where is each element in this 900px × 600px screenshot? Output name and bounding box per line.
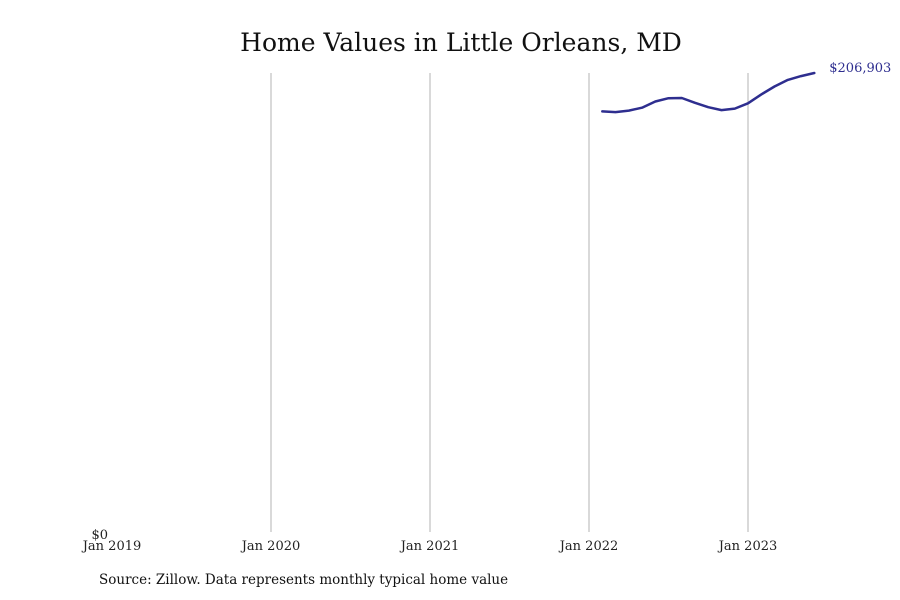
x-tick-label: Jan 2019 (81, 539, 142, 554)
x-tick-label: Jan 2021 (399, 539, 460, 554)
end-value-label: $206,903 (829, 61, 891, 76)
x-tick-label: Jan 2022 (558, 539, 619, 554)
chart-title: Home Values in Little Orleans, MD (240, 28, 682, 57)
series-line (601, 71, 816, 114)
x-tick-label: Jan 2020 (240, 539, 301, 554)
y-tick-label: $0 (91, 528, 108, 543)
x-tick-label: Jan 2023 (717, 539, 778, 554)
source-note: Source: Zillow. Data represents monthly … (99, 572, 509, 588)
